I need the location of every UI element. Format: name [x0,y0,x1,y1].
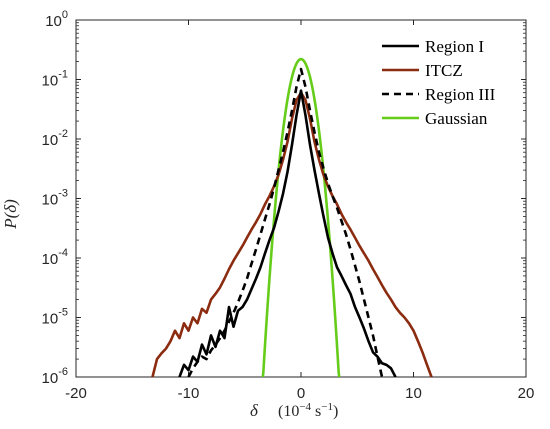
x-axis-unit: (10−4 s−1) [278,401,338,420]
x-tick-label: 10 [405,385,422,402]
legend-label: Gaussian [425,109,488,128]
x-axis-label: δ [250,401,259,420]
y-axis-label-group: P(δ) [1,199,20,230]
y-tick-label: 10-4 [42,247,68,268]
x-tick-label: -10 [178,385,200,402]
series-lines [151,57,433,377]
y-axis-label: P(δ) [1,199,20,230]
y-tick-label: 10-5 [42,307,68,328]
series-line-itcz [151,91,433,377]
series-line-region-iii [187,67,384,377]
legend-label: ITCZ [425,61,463,80]
x-tick-label: 20 [518,385,535,402]
legend-label: Region III [425,85,496,104]
y-tick-label: 10-6 [42,366,68,387]
legend: Region I ITCZ Region III Gaussian [382,37,496,128]
y-tick-label: 100 [45,9,68,30]
x-tick-label: -20 [65,385,87,402]
plot-area: -20 -10 0 10 20 10-6 10-5 10-4 10-3 10-2 10-1 100 [42,9,535,402]
x-tick-label: 0 [297,385,305,402]
x-axis-label-group: δ (10−4 s−1) [250,401,338,420]
y-tick-label: 10-1 [42,69,68,90]
axis-ticks: -20 -10 0 10 20 10-6 10-5 10-4 10-3 10-2 10-1 100 [42,9,535,402]
legend-label: Region I [425,37,484,56]
series-line-gaussian [260,57,342,377]
series-line-region-i [178,89,397,377]
y-tick-label: 10-3 [42,188,68,209]
y-tick-label: 10-2 [42,128,68,149]
